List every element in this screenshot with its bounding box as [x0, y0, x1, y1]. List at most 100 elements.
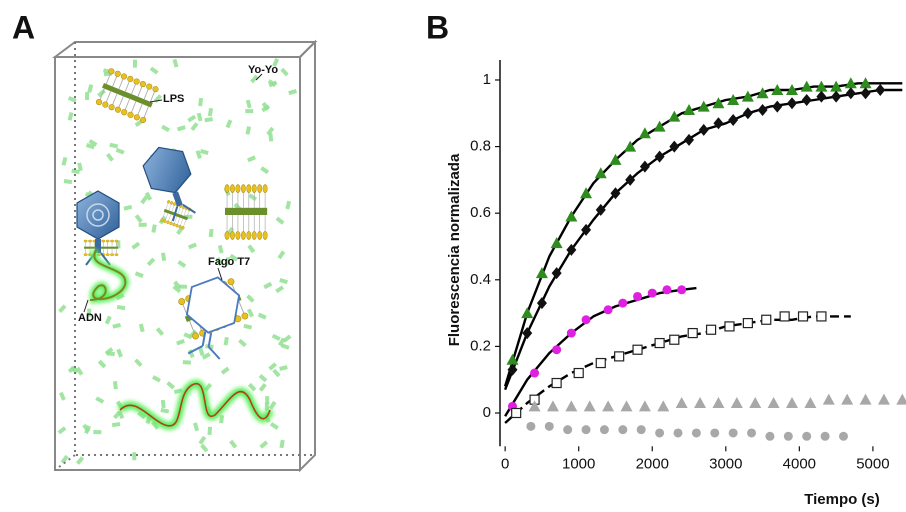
square-marker	[797, 311, 809, 322]
dye-dash	[176, 125, 186, 132]
triangle-marker	[506, 353, 519, 365]
triangle-marker	[528, 400, 541, 412]
box	[52, 39, 318, 473]
square-marker	[724, 321, 735, 332]
triangle-marker	[638, 400, 651, 412]
dye-dash	[257, 312, 267, 320]
square-marker	[705, 324, 717, 335]
square-marker	[779, 311, 790, 322]
x-tick-label: 2000	[636, 455, 669, 472]
dye-dash	[71, 168, 80, 175]
circle-marker	[603, 305, 613, 315]
dye-dash	[272, 58, 280, 67]
dye-dash	[59, 391, 66, 401]
dye-dash	[109, 142, 119, 149]
triangle-marker	[550, 237, 563, 249]
dye-dash	[57, 426, 67, 435]
triangle-marker	[609, 153, 622, 165]
circle-marker	[710, 428, 720, 438]
annotation: LPS	[163, 93, 184, 105]
x-tick-label: 5000	[856, 455, 889, 472]
square-marker	[551, 377, 562, 389]
dye-dash	[61, 156, 68, 166]
circle-marker	[566, 328, 576, 338]
triangle-marker	[727, 93, 740, 105]
square-marker	[614, 351, 625, 362]
circle-marker	[662, 285, 672, 295]
dye-dash	[134, 358, 143, 368]
dye-dash	[85, 143, 95, 150]
dye-dash	[161, 124, 171, 133]
diamond-marker	[566, 243, 577, 256]
dye-dash	[279, 439, 285, 449]
triangle-marker	[697, 100, 710, 112]
dye-dash	[151, 420, 160, 430]
y-tick-label: 0.8	[470, 138, 491, 155]
dye-dash	[95, 396, 105, 404]
square-marker	[761, 314, 772, 325]
triangle-marker	[565, 210, 578, 222]
triangle-marker	[668, 110, 681, 122]
triangle-marker	[830, 80, 843, 92]
dye-dash	[220, 366, 230, 375]
dye-dash	[88, 139, 98, 147]
diamond-marker	[801, 93, 812, 106]
dye-dash	[144, 191, 153, 201]
dye-dash	[58, 304, 67, 314]
dye-dash	[104, 315, 112, 325]
triangle-marker	[859, 77, 872, 89]
square-marker	[654, 337, 665, 349]
dye-dash	[215, 256, 223, 266]
y-tick-label: 0.6	[470, 204, 491, 221]
dye-dash	[247, 155, 256, 163]
dye-dash	[285, 200, 292, 210]
dye-dash	[132, 452, 137, 461]
dye-dash	[260, 166, 270, 175]
dye-dash	[265, 396, 270, 405]
circle-marker	[728, 428, 738, 438]
circle-marker	[691, 428, 701, 438]
dye-dash	[173, 388, 183, 395]
circle-marker	[673, 428, 683, 438]
dye-dash	[199, 149, 209, 155]
triangle-marker	[694, 397, 707, 409]
square-marker	[573, 367, 584, 379]
diamond-marker	[669, 140, 680, 153]
triangle-marker	[683, 103, 696, 115]
x-tick-label: 3000	[709, 455, 742, 472]
dye-dash	[177, 260, 187, 268]
square-marker	[669, 334, 680, 345]
triangle-marker	[583, 400, 596, 412]
dye-dash	[261, 104, 271, 113]
dye-dash	[187, 114, 197, 123]
dye-dash	[277, 250, 286, 260]
diamond-marker	[595, 203, 606, 216]
dye-dash	[176, 338, 185, 346]
diamond-marker	[522, 327, 533, 340]
dye-dash	[267, 79, 277, 87]
dye-dash	[272, 368, 281, 378]
dye-dash	[187, 349, 195, 359]
diamond-marker	[757, 103, 768, 116]
circle-marker	[677, 285, 687, 295]
triangle-marker	[785, 83, 798, 95]
dye-dash	[246, 308, 254, 318]
triangle-marker	[565, 400, 578, 412]
dye-dash	[201, 352, 211, 360]
dye-dash	[104, 347, 114, 356]
dye-dash	[282, 334, 292, 343]
circle-marker	[581, 425, 591, 435]
dye-dash	[161, 252, 167, 262]
square-marker	[595, 357, 606, 369]
plot-area	[503, 77, 906, 441]
diamond-marker	[713, 117, 724, 130]
annotation: ADN	[78, 312, 102, 324]
triangle-marker	[712, 97, 725, 109]
dye-dash	[111, 422, 121, 428]
panel-label: B	[426, 9, 449, 45]
circle-marker	[783, 431, 793, 441]
dye-dash	[275, 285, 285, 294]
dye-dash	[207, 107, 214, 117]
diamond-marker	[816, 90, 827, 103]
dye-dash	[60, 454, 69, 464]
